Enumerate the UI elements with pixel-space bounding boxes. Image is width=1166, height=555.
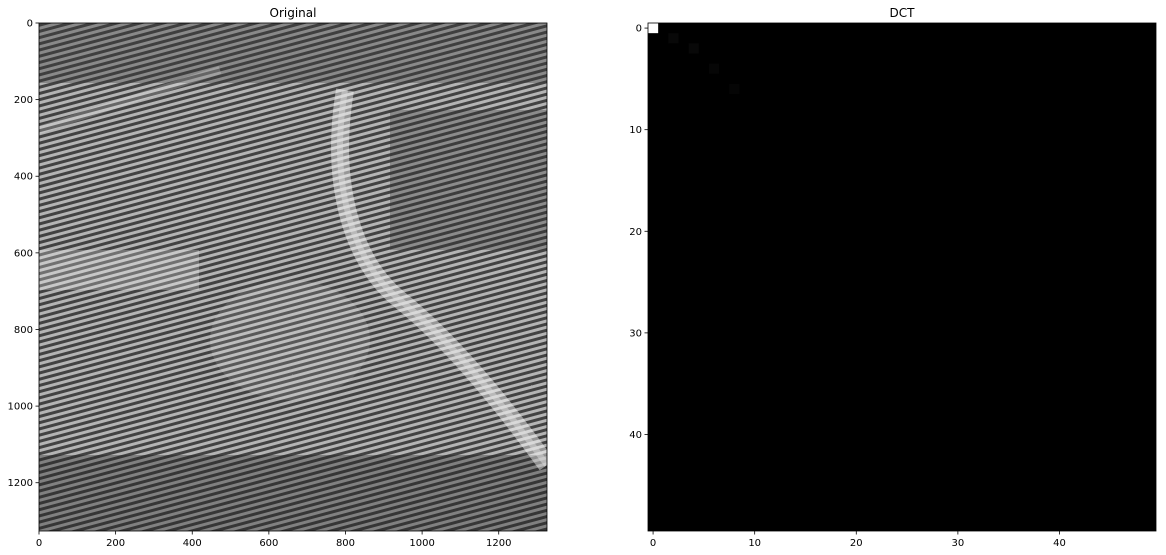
x-tick-label: 600 — [259, 538, 278, 549]
x-tick-label: 0 — [36, 538, 42, 549]
original-panel: Original 0 200 400 600 800 1000 1200 0 200 400 60… — [8, 6, 548, 549]
x-tick-label: 200 — [106, 538, 125, 549]
stripe-overlay — [39, 23, 547, 531]
original-x-axis: 0 200 400 600 800 1000 1200 — [36, 531, 511, 549]
x-tick-label: 0 — [650, 538, 656, 549]
y-tick-label: 40 — [629, 430, 642, 441]
y-tick-label: 1200 — [8, 478, 33, 489]
dct-faint-cell — [708, 63, 720, 74]
textured-patch — [210, 280, 370, 400]
x-tick-label: 400 — [183, 538, 202, 549]
x-tick-label: 1000 — [409, 538, 434, 549]
y-tick-label: 400 — [14, 172, 33, 183]
dct-x-axis: 0 10 20 30 40 — [650, 531, 1066, 549]
dct-cells — [648, 23, 740, 95]
y-tick-label: 200 — [14, 95, 33, 106]
dct-image — [648, 23, 1156, 531]
dct-faint-cell — [688, 43, 699, 54]
dark-block-right — [390, 110, 547, 250]
y-tick-label: 10 — [629, 125, 642, 136]
y-tick-label: 0 — [27, 19, 33, 30]
bright-strip-left — [39, 250, 199, 290]
y-tick-label: 1000 — [8, 402, 33, 413]
dct-bright-cell — [648, 23, 659, 34]
dark-band-top — [39, 23, 547, 83]
x-tick-label: 20 — [850, 538, 863, 549]
x-tick-label: 1200 — [486, 538, 511, 549]
x-tick-label: 40 — [1053, 538, 1066, 549]
y-tick-label: 600 — [14, 248, 33, 259]
original-title: Original — [270, 6, 317, 20]
x-tick-label: 10 — [748, 538, 761, 549]
original-y-axis: 0 200 400 600 800 1000 1200 — [8, 19, 39, 489]
y-tick-label: 0 — [636, 24, 642, 35]
dark-band-bottom — [39, 455, 547, 531]
x-tick-label: 800 — [336, 538, 355, 549]
road-center — [337, 89, 547, 467]
dct-title: DCT — [890, 6, 916, 20]
y-tick-label: 30 — [629, 328, 642, 339]
dct-panel: DCT 0 10 20 30 40 0 10 20 30 40 — [629, 6, 1157, 549]
dct-faint-cell — [668, 33, 679, 44]
dct-axes-frame — [647, 22, 1157, 532]
diagonal-path — [39, 66, 222, 134]
dct-faint-cell — [729, 83, 740, 95]
original-image — [39, 23, 547, 531]
y-tick-label: 800 — [14, 325, 33, 336]
y-tick-label: 20 — [629, 227, 642, 238]
x-tick-label: 30 — [952, 538, 965, 549]
dct-y-axis: 0 10 20 30 40 — [629, 24, 648, 441]
original-axes-frame — [38, 22, 548, 532]
